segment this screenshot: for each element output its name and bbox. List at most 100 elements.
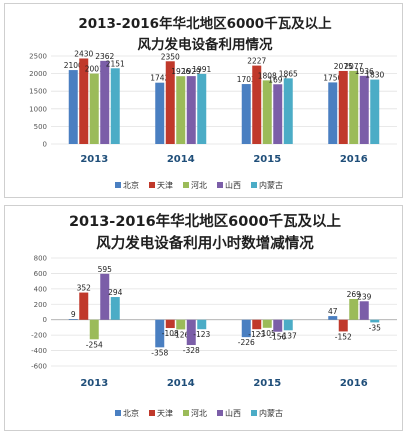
data-label: 1830 bbox=[365, 71, 384, 80]
data-label: -123 bbox=[248, 330, 265, 339]
legend-label: 北京 bbox=[123, 180, 139, 190]
data-label: 2001 bbox=[85, 65, 104, 74]
chart-title-line: 2013-2016年华北地区6000千瓦及以上 bbox=[78, 15, 332, 32]
bar-北京-2015 bbox=[241, 319, 251, 338]
legend-label: 山西 bbox=[225, 408, 241, 418]
data-label: 2100 bbox=[64, 61, 83, 70]
data-label: 1926 bbox=[171, 67, 190, 76]
legend-label: 山西 bbox=[225, 180, 241, 190]
data-label: 352 bbox=[77, 284, 92, 293]
bar-北京-2014 bbox=[155, 319, 165, 348]
bar-河北-2016 bbox=[349, 298, 359, 320]
y-tick-label: 2000 bbox=[29, 70, 47, 78]
legend-swatch-北京 bbox=[115, 182, 121, 188]
bar-河北-2014 bbox=[176, 319, 186, 330]
data-label: -328 bbox=[183, 346, 200, 355]
legend-label: 天津 bbox=[157, 180, 173, 190]
data-label: 1808 bbox=[258, 71, 277, 80]
data-label: 1750 bbox=[323, 73, 342, 82]
bar-河北-2016 bbox=[349, 70, 359, 144]
legend-swatch-北京 bbox=[115, 410, 121, 416]
y-tick-label: 200 bbox=[34, 301, 47, 309]
data-label: -123 bbox=[193, 330, 210, 339]
y-tick-label: -200 bbox=[31, 332, 47, 340]
bar-山西-2013 bbox=[100, 60, 110, 144]
bar-内蒙古-2013 bbox=[110, 68, 120, 144]
data-label: 1991 bbox=[192, 65, 211, 74]
y-tick-label: 1500 bbox=[29, 88, 47, 96]
y-tick-label: -400 bbox=[31, 347, 47, 355]
y-tick-label: 500 bbox=[34, 123, 47, 131]
y-tick-label: 400 bbox=[34, 285, 47, 293]
data-label: 9 bbox=[71, 310, 76, 319]
data-label: 2350 bbox=[161, 52, 180, 61]
legend-label: 天津 bbox=[157, 408, 173, 418]
legend-swatch-山西 bbox=[217, 410, 223, 416]
bar-河北-2014 bbox=[176, 76, 186, 144]
bar-河北-2015 bbox=[262, 319, 272, 328]
data-label: 1697 bbox=[268, 75, 287, 84]
bar-天津-2015 bbox=[252, 65, 262, 144]
bar-内蒙古-2015 bbox=[283, 78, 293, 144]
bar-天津-2013 bbox=[79, 292, 89, 320]
category-label: 2015 bbox=[253, 154, 281, 165]
category-label: 2014 bbox=[167, 378, 195, 389]
category-label: 2015 bbox=[253, 378, 281, 389]
bar-山西-2015 bbox=[273, 319, 283, 332]
bar-内蒙古-2016 bbox=[370, 319, 380, 323]
legend-label: 河北 bbox=[191, 408, 207, 418]
legend-swatch-天津 bbox=[149, 182, 155, 188]
category-label: 2016 bbox=[340, 378, 368, 389]
category-label: 2013 bbox=[80, 378, 108, 389]
bar-天津-2014 bbox=[165, 61, 175, 144]
bar-山西-2013 bbox=[100, 273, 110, 320]
y-tick-label: 1000 bbox=[29, 105, 47, 113]
data-label: 2227 bbox=[247, 57, 266, 66]
data-label: 1929 bbox=[182, 67, 201, 76]
data-label: 1936 bbox=[355, 67, 374, 76]
bar-山西-2016 bbox=[359, 301, 369, 320]
legend-label: 内蒙古 bbox=[259, 180, 283, 190]
y-tick-label: 2500 bbox=[29, 53, 47, 61]
chart-title-line: 2013-2016年华北地区6000千瓦及以上 bbox=[69, 212, 342, 230]
bar-内蒙古-2015 bbox=[283, 319, 293, 331]
chart-panel-change: 2013-2016年华北地区6000千瓦及以上 风力发电设备利用小时数增减情况 -6… bbox=[4, 205, 403, 431]
y-tick-label: -600 bbox=[31, 363, 47, 371]
bar-北京-2015 bbox=[241, 84, 251, 144]
bar-内蒙古-2016 bbox=[370, 79, 380, 144]
legend-swatch-天津 bbox=[149, 410, 155, 416]
category-label: 2014 bbox=[167, 154, 195, 165]
data-label: -254 bbox=[86, 340, 103, 349]
chart-panel-utilization: 2013-2016年华北地区6000千瓦及以上 风力发电设备利用情况 0 500 100… bbox=[4, 3, 403, 198]
bar-北京-2013 bbox=[68, 70, 78, 144]
data-label: 595 bbox=[98, 265, 113, 274]
bar-天津-2014 bbox=[165, 319, 175, 329]
data-label: -108 bbox=[162, 329, 179, 338]
data-label: 294 bbox=[108, 288, 123, 297]
data-label: 1742 bbox=[150, 74, 169, 83]
data-label: 2077 bbox=[344, 62, 363, 71]
data-label: 2075 bbox=[334, 62, 353, 71]
bar-河北-2015 bbox=[262, 80, 272, 144]
bar-内蒙古-2014 bbox=[197, 319, 207, 330]
legend-swatch-内蒙古 bbox=[251, 182, 257, 188]
data-label: -35 bbox=[369, 323, 381, 332]
bar-天津-2013 bbox=[79, 58, 89, 144]
data-label: -358 bbox=[151, 348, 168, 357]
legend-label: 内蒙古 bbox=[259, 408, 283, 418]
bar-山西-2014 bbox=[186, 319, 196, 346]
data-label: 269 bbox=[347, 290, 362, 299]
data-label: -226 bbox=[238, 338, 255, 347]
category-label: 2016 bbox=[340, 154, 368, 165]
data-label: 2362 bbox=[95, 52, 114, 61]
bar-北京-2016 bbox=[328, 316, 338, 320]
bar-天津-2016 bbox=[338, 70, 348, 144]
bar-北京-2013 bbox=[68, 319, 78, 320]
data-label: -152 bbox=[335, 332, 352, 341]
data-label: 2430 bbox=[74, 49, 93, 58]
y-tick-label: 800 bbox=[34, 255, 47, 263]
legend-swatch-山西 bbox=[217, 182, 223, 188]
bar-内蒙古-2014 bbox=[197, 73, 207, 144]
